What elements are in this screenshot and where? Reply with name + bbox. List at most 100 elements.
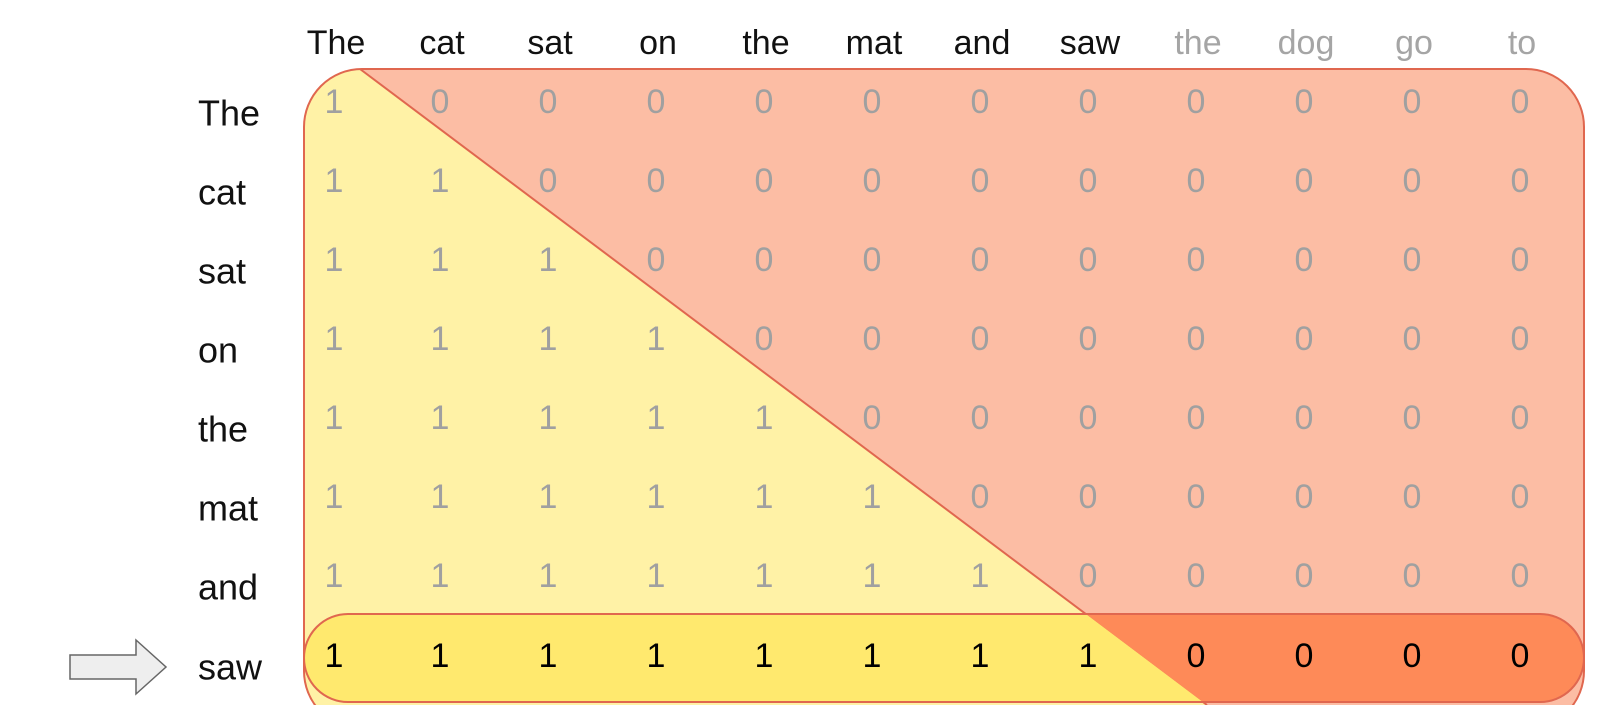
mask-cell-4-9: 0 [1295,399,1314,437]
row-token-5: mat [198,488,258,529]
mask-cell-4-8: 0 [1187,399,1206,437]
current-row-border [303,613,1585,703]
mask-cell-6-3: 1 [647,557,666,595]
mask-value-cells: 1 0 0 0 0 0 0 0 0 0 0 0 1 1 0 0 0 0 0 0 0 0 0 0 1 1 1 0 0 0 0 0 0 0 0 0 1 1 1 1… [325,83,1530,675]
column-token-2: sat [527,24,573,62]
mask-cell-6-9: 0 [1295,557,1314,595]
mask-cell-3-10: 0 [1403,320,1422,358]
mask-cell-1-11: 0 [1511,162,1530,200]
mask-cell-2-9: 0 [1295,241,1314,279]
row-token-7: saw [198,647,263,688]
mask-cell-5-0: 1 [325,478,344,516]
column-token-7: saw [1060,24,1121,62]
mask-cell-7-2: 1 [539,637,558,675]
mask-cell-1-4: 0 [755,162,774,200]
mask-cell-7-1: 1 [431,637,450,675]
mask-cell-4-11: 0 [1511,399,1530,437]
current-row-masked-segment [1086,614,1584,702]
mask-cell-3-5: 0 [863,320,882,358]
column-token-11: to [1508,24,1536,62]
mask-cell-1-0: 1 [325,162,344,200]
mask-cell-6-4: 1 [755,557,774,595]
mask-matrix-border [303,68,1585,705]
mask-cell-6-5: 1 [863,557,882,595]
mask-cell-4-4: 1 [755,399,774,437]
visible-region-triangle [304,69,1207,705]
mask-cell-0-6: 0 [971,83,990,121]
row-token-1: cat [198,172,246,213]
mask-cell-4-2: 1 [539,399,558,437]
mask-cell-0-8: 0 [1187,83,1206,121]
mask-cell-5-9: 0 [1295,478,1314,516]
column-token-0: The [307,24,366,62]
mask-cell-5-5: 1 [863,478,882,516]
column-token-8: the [1174,24,1221,62]
mask-cell-4-7: 0 [1079,399,1098,437]
mask-cell-5-2: 1 [539,478,558,516]
mask-cell-3-0: 1 [325,320,344,358]
mask-cell-7-4: 1 [755,637,774,675]
mask-cell-0-2: 0 [539,83,558,121]
mask-cell-3-1: 1 [431,320,450,358]
mask-cell-1-9: 0 [1295,162,1314,200]
row-token-3: on [198,330,238,371]
mask-cell-6-7: 0 [1079,557,1098,595]
mask-cell-0-1: 0 [431,83,450,121]
mask-cell-5-11: 0 [1511,478,1530,516]
column-token-3: on [639,24,677,62]
mask-cell-4-10: 0 [1403,399,1422,437]
mask-cell-7-0: 1 [325,637,344,675]
mask-cell-1-8: 0 [1187,162,1206,200]
column-token-10: go [1395,24,1433,62]
column-token-1: cat [419,24,465,62]
mask-cell-1-7: 0 [1079,162,1098,200]
row-token-4: the [198,409,248,450]
mask-cell-1-3: 0 [647,162,666,200]
mask-cell-6-1: 1 [431,557,450,595]
mask-cell-5-6: 0 [971,478,990,516]
mask-cell-4-6: 0 [971,399,990,437]
mask-cell-4-5: 0 [863,399,882,437]
mask-cell-7-9: 0 [1295,637,1314,675]
mask-cell-7-11: 0 [1511,637,1530,675]
mask-cell-4-3: 1 [647,399,666,437]
mask-cell-2-6: 0 [971,241,990,279]
mask-cell-6-10: 0 [1403,557,1422,595]
mask-cell-2-3: 0 [647,241,666,279]
mask-cell-0-11: 0 [1511,83,1530,121]
mask-cell-7-3: 1 [647,637,666,675]
mask-cell-0-5: 0 [863,83,882,121]
column-token-4: the [742,24,789,62]
mask-cell-1-5: 0 [863,162,882,200]
mask-cell-5-4: 1 [755,478,774,516]
mask-cell-7-10: 0 [1403,637,1422,675]
current-row-highlight [303,613,1585,703]
mask-cell-6-6: 1 [971,557,990,595]
mask-cell-6-0: 1 [325,557,344,595]
mask-cell-7-7: 1 [1079,637,1098,675]
column-token-9: dog [1278,24,1335,62]
mask-cell-0-4: 0 [755,83,774,121]
mask-cell-5-10: 0 [1403,478,1422,516]
mask-cell-3-9: 0 [1295,320,1314,358]
mask-cell-2-1: 1 [431,241,450,279]
mask-cell-6-2: 1 [539,557,558,595]
mask-cell-2-2: 1 [539,241,558,279]
mask-cell-6-11: 0 [1511,557,1530,595]
row-token-0: The [198,93,260,134]
mask-cell-1-1: 1 [431,162,450,200]
mask-cell-1-10: 0 [1403,162,1422,200]
mask-cell-3-3: 1 [647,320,666,358]
mask-cell-0-3: 0 [647,83,666,121]
mask-cell-3-4: 0 [755,320,774,358]
mask-cell-1-2: 0 [539,162,558,200]
mask-cell-0-7: 0 [1079,83,1098,121]
mask-cell-5-8: 0 [1187,478,1206,516]
mask-cell-2-0: 1 [325,241,344,279]
row-token-6: and [198,567,258,608]
mask-cell-4-0: 1 [325,399,344,437]
row-token-labels: The cat sat on the mat and saw [198,93,263,688]
mask-cell-5-3: 1 [647,478,666,516]
mask-matrix-background [303,68,1585,705]
